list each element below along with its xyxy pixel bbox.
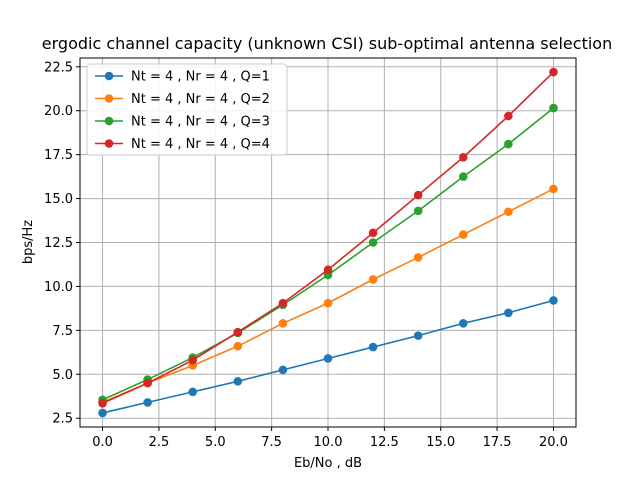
x-tick-label-1: 2.5: [149, 435, 170, 450]
series-4-point-3: [233, 327, 243, 337]
series-1-point-2: [188, 387, 198, 397]
x-axis-title: Eb/No , dB: [294, 456, 362, 471]
series-2-point-5: [323, 298, 333, 308]
x-tick-label-8: 20.0: [539, 435, 568, 450]
series-1-point-1: [143, 398, 152, 407]
series-layer: [98, 67, 558, 418]
series-1-point-8: [458, 319, 468, 328]
series-4-point-5: [323, 265, 333, 275]
series-2-point-6: [368, 275, 378, 284]
y-tick-label-3: 10.0: [44, 280, 73, 295]
y-axis-title: bps/Hz: [21, 220, 36, 264]
series-4-point-7: [413, 190, 423, 200]
legend-swatch-marker-4: [104, 139, 114, 148]
y-tick-label-5: 15.0: [44, 192, 73, 207]
series-4-point-2: [188, 355, 198, 365]
series-3-point-8: [458, 172, 468, 181]
series-2-point-7: [413, 253, 423, 262]
legend-label-4: Nt = 4 , Nr = 4 , Q=4: [131, 137, 270, 152]
x-tick-label-4: 10.0: [314, 435, 343, 450]
series-2-point-10: [549, 184, 558, 194]
series-4-point-1: [143, 378, 152, 388]
x-tick-label-5: 12.5: [370, 435, 399, 450]
x-tick-label-3: 7.5: [261, 435, 282, 450]
series-2-point-8: [458, 230, 468, 239]
y-tick-label-7: 20.0: [44, 104, 73, 119]
y-tick-label-4: 12.5: [44, 236, 73, 251]
series-2-point-3: [233, 341, 243, 351]
series-3-point-6: [368, 238, 378, 247]
series-3-point-10: [549, 103, 558, 113]
y-tick-label-1: 5.0: [52, 368, 73, 383]
axis-ticks: 0.0 2.5 5.0 7.5 10.0 12.5 15.0 17.5 20.0 2.5 5.0 7.…: [44, 60, 568, 450]
series-3-point-7: [413, 206, 423, 216]
legend-label-1: Nt = 4 , Nr = 4 , Q=1: [131, 70, 270, 85]
series-1-point-0: [98, 408, 107, 418]
legend-swatch-marker-1: [104, 71, 114, 81]
series-1-point-6: [368, 342, 378, 352]
series-1-point-10: [549, 296, 558, 305]
x-tick-label-0: 0.0: [92, 435, 113, 450]
legend-swatch-marker-2: [104, 94, 114, 103]
legend-swatch-marker-3: [104, 116, 114, 126]
series-4-point-0: [98, 398, 107, 408]
series-1-point-7: [413, 331, 423, 340]
series-1-point-3: [233, 377, 243, 386]
y-tick-label-0: 2.5: [52, 412, 73, 427]
series-4-point-9: [504, 111, 513, 121]
x-tick-label-2: 5.0: [205, 435, 226, 450]
series-4-point-8: [458, 152, 468, 162]
x-tick-label-7: 17.5: [483, 435, 512, 450]
series-4-point-10: [549, 67, 558, 77]
series-2-point-9: [504, 207, 513, 217]
legend-label-3: Nt = 4 , Nr = 4 , Q=3: [131, 115, 270, 130]
series-4-point-4: [278, 298, 288, 308]
series-1-point-5: [323, 354, 333, 363]
legend-label-2: Nt = 4 , Nr = 4 , Q=2: [131, 92, 270, 107]
grid-lines: [80, 58, 576, 427]
legend-box: [86, 63, 288, 156]
series-3-point-9: [504, 139, 513, 149]
chart-title: ergodic channel capacity (unknown CSI) s…: [42, 34, 612, 53]
y-tick-label-8: 22.5: [44, 60, 73, 75]
y-tick-label-2: 7.5: [52, 324, 73, 339]
legend: Nt = 4 , Nr = 4 , Q=1 Nt = 4 , Nr = 4 , Q…: [86, 63, 288, 156]
series-2-point-4: [278, 319, 288, 328]
y-tick-label-6: 17.5: [44, 148, 73, 163]
series-1-point-4: [278, 365, 288, 375]
series-1-point-9: [504, 308, 513, 318]
series-4-point-6: [368, 228, 378, 238]
x-tick-label-6: 15.0: [426, 435, 455, 450]
